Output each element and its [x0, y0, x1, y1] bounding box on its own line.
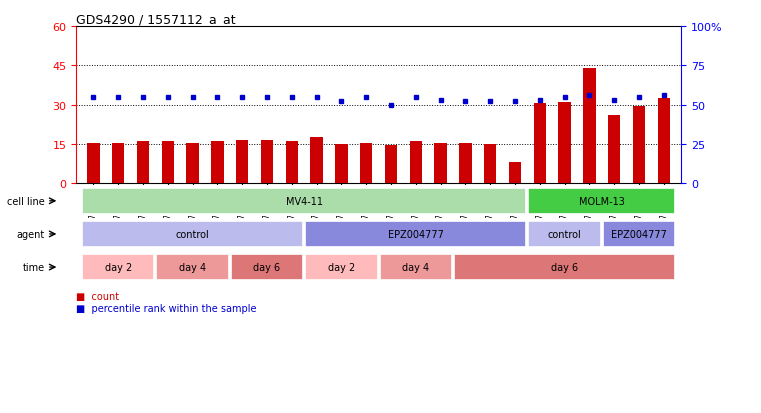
Text: ■  count: ■ count [76, 291, 119, 301]
Bar [528, 221, 600, 247]
Bar [632, 107, 645, 184]
Text: MV4-11: MV4-11 [285, 196, 323, 206]
Bar [528, 188, 675, 214]
Bar [380, 254, 452, 280]
Bar [459, 143, 472, 184]
Bar [88, 143, 100, 184]
Text: time: time [23, 262, 45, 273]
Text: EPZ004777: EPZ004777 [388, 229, 444, 240]
Bar [658, 99, 670, 184]
Bar [231, 254, 303, 280]
Bar [305, 254, 377, 280]
Bar [186, 143, 199, 184]
Bar [484, 145, 496, 184]
Bar [82, 221, 303, 247]
Bar [385, 146, 397, 184]
Bar [509, 163, 521, 184]
Bar [454, 254, 675, 280]
Bar [157, 254, 229, 280]
Text: EPZ004777: EPZ004777 [611, 229, 667, 240]
Text: cell line: cell line [7, 196, 45, 206]
Bar [583, 69, 596, 184]
Text: ■  percentile rank within the sample: ■ percentile rank within the sample [76, 304, 256, 313]
Text: day 4: day 4 [179, 262, 206, 273]
Bar [608, 116, 620, 184]
Text: control: control [548, 229, 581, 240]
Bar [112, 143, 125, 184]
Text: MOLM-13: MOLM-13 [579, 196, 625, 206]
Bar [360, 143, 372, 184]
Bar [310, 138, 323, 184]
Text: day 4: day 4 [403, 262, 429, 273]
Text: day 6: day 6 [253, 262, 281, 273]
Bar [82, 254, 154, 280]
Bar [435, 143, 447, 184]
Text: day 2: day 2 [328, 262, 355, 273]
Bar [261, 140, 273, 184]
Text: control: control [176, 229, 209, 240]
Text: day 2: day 2 [104, 262, 132, 273]
Bar [533, 104, 546, 184]
Bar [236, 140, 248, 184]
Text: agent: agent [17, 229, 45, 240]
Bar [559, 103, 571, 184]
Bar [212, 142, 224, 184]
Text: GDS4290 / 1557112_a_at: GDS4290 / 1557112_a_at [76, 13, 236, 26]
Bar [603, 221, 675, 247]
Bar [335, 145, 348, 184]
Text: day 6: day 6 [551, 262, 578, 273]
Bar [305, 221, 527, 247]
Bar [409, 142, 422, 184]
Bar [137, 142, 149, 184]
Bar [82, 188, 527, 214]
Bar [161, 142, 174, 184]
Bar [285, 142, 298, 184]
